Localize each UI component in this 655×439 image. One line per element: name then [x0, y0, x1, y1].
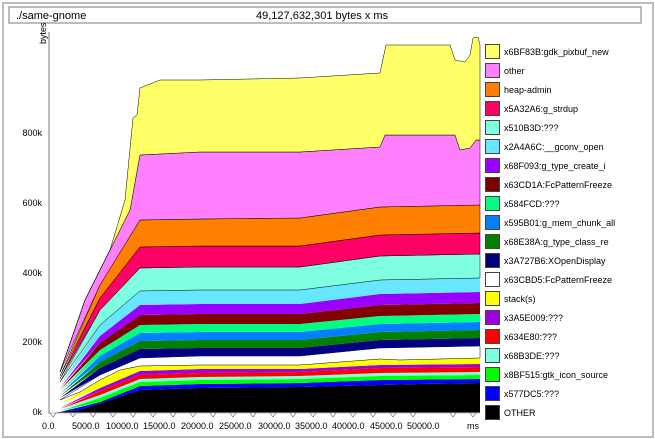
swatch-icon	[485, 139, 500, 154]
x-tick: 0.0	[42, 421, 55, 431]
x-tick: 10000.0	[106, 421, 139, 431]
legend-label: x63CBD5:FcPatternFreeze	[504, 274, 613, 285]
swatch-icon	[485, 329, 500, 344]
legend-label: x2A4A6C:__gconv_open	[504, 141, 604, 152]
legend-label: x510B3D:???	[504, 122, 559, 133]
legend-label: x68E38A:g_type_class_re	[504, 236, 609, 247]
legend: x6BF83B:gdk_pixbuf_new other heap-admin …	[485, 42, 615, 422]
legend-label: x595B01:g_mem_chunk_all	[504, 217, 616, 228]
area-x2A4A6C	[60, 278, 480, 385]
legend-item: stack(s)	[485, 289, 615, 308]
legend-label: x68B3DE:???	[504, 350, 560, 361]
x-tick: 5000.0	[72, 421, 100, 431]
legend-item: heap-admin	[485, 80, 615, 99]
area-x68E38A	[60, 330, 480, 396]
legend-label: x3A727B6:XOpenDisplay	[504, 255, 606, 266]
swatch-icon	[485, 101, 500, 116]
swatch-icon	[485, 386, 500, 401]
legend-item: x63CBD5:FcPatternFreeze	[485, 270, 615, 289]
legend-item: x6BF83B:gdk_pixbuf_new	[485, 42, 615, 61]
y-tick: 600k	[22, 198, 42, 208]
legend-item: other	[485, 61, 615, 80]
legend-label: x8BF515:gtk_icon_source	[504, 369, 609, 380]
swatch-icon	[485, 120, 500, 135]
legend-item: x510B3D:???	[485, 118, 615, 137]
swatch-icon	[485, 196, 500, 211]
area-x584FCD	[60, 314, 480, 392]
y-tick: 200k	[22, 337, 42, 347]
area-x577DC5	[60, 379, 480, 412]
legend-item: OTHER	[485, 403, 615, 422]
legend-label: x63CD1A:FcPatternFreeze	[504, 179, 613, 190]
area-x595B01	[60, 322, 480, 394]
area-x63CD1A	[60, 303, 480, 390]
title-bar: ./same-gnome 49,127,632,301 bytes x ms	[8, 6, 642, 24]
legend-item: x3A5E009:???	[485, 308, 615, 327]
legend-label: x3A5E009:???	[504, 312, 564, 323]
x-tick: 45000.0	[370, 421, 403, 431]
legend-item: x5A32A6:g_strdup	[485, 99, 615, 118]
swatch-icon	[485, 215, 500, 230]
swatch-icon	[485, 272, 500, 287]
swatch-icon	[485, 367, 500, 382]
x-tick: 40000.0	[332, 421, 365, 431]
area-x3A727B6	[60, 338, 480, 398]
legend-item: x68B3DE:???	[485, 346, 615, 365]
legend-item: x577DC5:???	[485, 384, 615, 403]
legend-item: x3A727B6:XOpenDisplay	[485, 251, 615, 270]
area-gdk-pixbuf-new	[59, 36, 481, 373]
snapshot-markers	[49, 412, 477, 418]
y-tick: 400k	[22, 268, 42, 278]
area-stack	[60, 358, 480, 404]
x-tick: 15000.0	[143, 421, 176, 431]
swatch-icon	[485, 82, 500, 97]
swatch-icon	[485, 253, 500, 268]
y-tick: 800k	[22, 128, 42, 138]
y-tick: 0k	[32, 407, 42, 417]
legend-label: x68F093:g_type_create_i	[504, 160, 606, 171]
legend-label: OTHER	[504, 407, 536, 418]
swatch-icon	[485, 310, 500, 325]
x-tick: 35000.0	[295, 421, 328, 431]
area-x8BF515	[60, 375, 480, 411]
swatch-icon	[485, 405, 500, 420]
swatch-icon	[485, 348, 500, 363]
swatch-icon	[485, 177, 500, 192]
legend-label: x5A32A6:g_strdup	[504, 103, 579, 114]
swatch-icon	[485, 291, 500, 306]
x-tick: 30000.0	[258, 421, 291, 431]
legend-item: x8BF515:gtk_icon_source	[485, 365, 615, 384]
legend-label: heap-admin	[504, 84, 552, 95]
legend-label: x6BF83B:gdk_pixbuf_new	[504, 46, 609, 57]
legend-item: x584FCD:???	[485, 194, 615, 213]
legend-item: x68F093:g_type_create_i	[485, 156, 615, 175]
legend-item: x63CD1A:FcPatternFreeze	[485, 175, 615, 194]
legend-item: x2A4A6C:__gconv_open	[485, 137, 615, 156]
x-tick: 25000.0	[219, 421, 252, 431]
command-label: ./same-gnome	[16, 10, 87, 22]
legend-label: x634E80:???	[504, 331, 558, 342]
swatch-icon	[485, 234, 500, 249]
legend-label: other	[504, 65, 525, 76]
x-tick: 50000.0	[407, 421, 440, 431]
x-unit: ms	[467, 421, 479, 431]
legend-label: stack(s)	[504, 293, 536, 304]
swatch-icon	[485, 158, 500, 173]
legend-item: x68E38A:g_type_class_re	[485, 232, 615, 251]
y-axis	[48, 32, 50, 414]
legend-item: x595B01:g_mem_chunk_all	[485, 213, 615, 232]
x-tick: 20000.0	[181, 421, 214, 431]
legend-item: x634E80:???	[485, 327, 615, 346]
total-label: 49,127,632,301 bytes x ms	[256, 10, 389, 22]
swatch-icon	[485, 44, 500, 59]
legend-label: x584FCD:???	[504, 198, 560, 209]
area-other-black	[50, 383, 480, 413]
swatch-icon	[485, 63, 500, 78]
area-x634E80	[60, 367, 480, 409]
area-x68F093	[60, 292, 480, 388]
legend-label: x577DC5:???	[504, 388, 560, 399]
